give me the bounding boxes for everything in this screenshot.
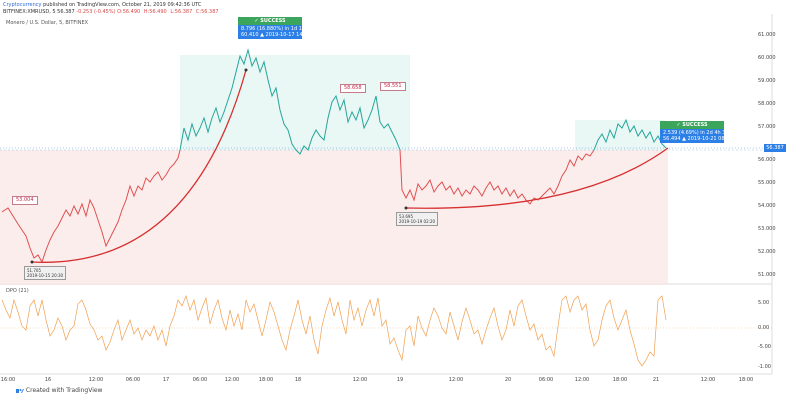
symbol-name: BITFINEX:XMRUSD, 5 — [3, 9, 56, 15]
time-tick: 12:00 — [224, 377, 240, 383]
price-change: -0.253 (-0.45%) — [76, 9, 116, 15]
time-tick: 06:00 — [192, 377, 208, 383]
publish-info: published on TradingView.com, October 21… — [43, 2, 202, 8]
success-head: ✓ SUCCESS — [238, 17, 302, 25]
ohlc-close: C:56.387 — [195, 9, 219, 15]
price-line-down-2 — [399, 149, 595, 205]
high-marker-1 — [244, 68, 248, 72]
low-marker-2 — [404, 206, 408, 210]
time-tick: 18:00 — [612, 377, 628, 383]
above-baseline-fill-2 — [575, 120, 665, 150]
ohlc-open: O:56.490 — [117, 9, 141, 15]
low-note-price: 51.705 — [27, 268, 41, 273]
below-baseline-fill — [0, 150, 668, 285]
osc-tick: 5.00 — [758, 300, 770, 306]
time-tick: 12:00 — [88, 377, 104, 383]
success-target: 56.494 ▲ 2019-10-21 08:45 — [663, 136, 733, 142]
time-tick: 12:00 — [574, 377, 590, 383]
success-change: 2.539 (4.69%) in 2d 4h 30m — [663, 130, 734, 136]
price-line-down — [1, 149, 181, 264]
price-tick: 52.000 — [758, 249, 776, 255]
time-tick: 18:00 — [258, 377, 274, 383]
success-change: 8.796 (16.880%) in 1d 18h — [241, 26, 309, 32]
price-callout[interactable]: 53.004 — [12, 196, 38, 205]
time-tick: 12:00 — [352, 377, 368, 383]
success-head: ✓ SUCCESS — [660, 121, 724, 129]
time-tick: 16 — [44, 377, 52, 383]
last-price: 56.387 — [57, 9, 75, 15]
time-tick: 19 — [396, 377, 404, 383]
low-note[interactable]: 51.705 2019-10-15 20:30 — [24, 266, 67, 280]
success-label-2[interactable]: ✓ SUCCESS 2.539 (4.69%) in 2d 4h 30m 56.… — [660, 121, 734, 143]
price-tick: 61.000 — [758, 32, 776, 38]
price-line-up — [179, 48, 401, 155]
time-tick: 18:00 — [738, 377, 754, 383]
price-tick: 51.000 — [758, 272, 776, 278]
price-tick: 53.000 — [758, 226, 776, 232]
main-pane-title: Monero / U.S. Dollar, 5, BITFINEX — [6, 20, 89, 26]
time-tick: 16:00 — [0, 377, 16, 383]
trend-curve-2 — [405, 147, 669, 209]
low-note-time: 2019-10-15 20:30 — [27, 273, 64, 278]
current-price-tag: 56.387 — [764, 144, 786, 152]
price-tick: 59.000 — [758, 78, 776, 84]
time-tick: 12:00 — [448, 377, 464, 383]
watermark-text: Created with TradingView — [25, 387, 103, 394]
ohlc-high: H:56.490 — [143, 9, 167, 15]
tradingview-watermark[interactable]: Created with TradingView — [16, 387, 102, 394]
price-tick: 54.000 — [758, 203, 776, 209]
osc-tick: -5.00 — [758, 344, 771, 350]
author-link[interactable]: Cryptocurrency — [3, 2, 42, 8]
publish-header: Cryptocurrency published on TradingView.… — [3, 2, 201, 8]
ohlc-low: L:56.387 — [170, 9, 193, 15]
tradingview-logo-icon — [16, 388, 24, 393]
time-tick: 21 — [652, 377, 660, 383]
success-body: 2.539 (4.69%) in 2d 4h 30m 56.494 ▲ 2019… — [660, 129, 734, 143]
trend-curve-1 — [31, 69, 247, 263]
time-tick: 18 — [294, 377, 302, 383]
price-tick: 56.000 — [758, 157, 776, 163]
price-tick: 58.000 — [758, 101, 776, 107]
time-tick: 12:00 — [700, 377, 716, 383]
time-tick: 06:00 — [538, 377, 554, 383]
above-baseline-fill — [180, 55, 410, 150]
dpo-line — [1, 294, 667, 367]
success-label-1[interactable]: ✓ SUCCESS 8.796 (16.880%) in 1d 18h 60.4… — [238, 17, 311, 39]
low-note-2[interactable]: 53.695 2019-10-19 02:20 — [396, 212, 439, 226]
price-line-up-2 — [593, 118, 667, 151]
price-tick: 60.000 — [758, 55, 776, 61]
osc-tick: 0.00 — [758, 325, 770, 331]
price-tick: 57.000 — [758, 124, 776, 130]
price-callout[interactable]: 58.551 — [380, 82, 406, 91]
ohlc-values: O:56.490 H:56.490 L:56.387 C:56.387 — [117, 9, 220, 15]
time-tick: 06:00 — [125, 377, 141, 383]
price-callout[interactable]: 58.658 — [340, 84, 366, 93]
osc-pane-title: DPO (21) — [6, 288, 29, 294]
time-tick: 17 — [162, 377, 170, 383]
price-tick: 55.000 — [758, 180, 776, 186]
time-tick: 20 — [504, 377, 512, 383]
low-note-price: 53.695 — [399, 214, 413, 219]
symbol-header: BITFINEX:XMRUSD, 5 56.387 -0.253 (-0.45%… — [3, 9, 221, 15]
osc-tick: -1.00 — [758, 364, 771, 370]
low-marker-1 — [30, 260, 34, 264]
low-note-time: 2019-10-19 02:20 — [399, 219, 436, 224]
success-target: 60.410 ▲ 2019-10-17 14:05 — [241, 32, 311, 38]
success-body: 8.796 (16.880%) in 1d 18h 60.410 ▲ 2019-… — [238, 25, 311, 39]
